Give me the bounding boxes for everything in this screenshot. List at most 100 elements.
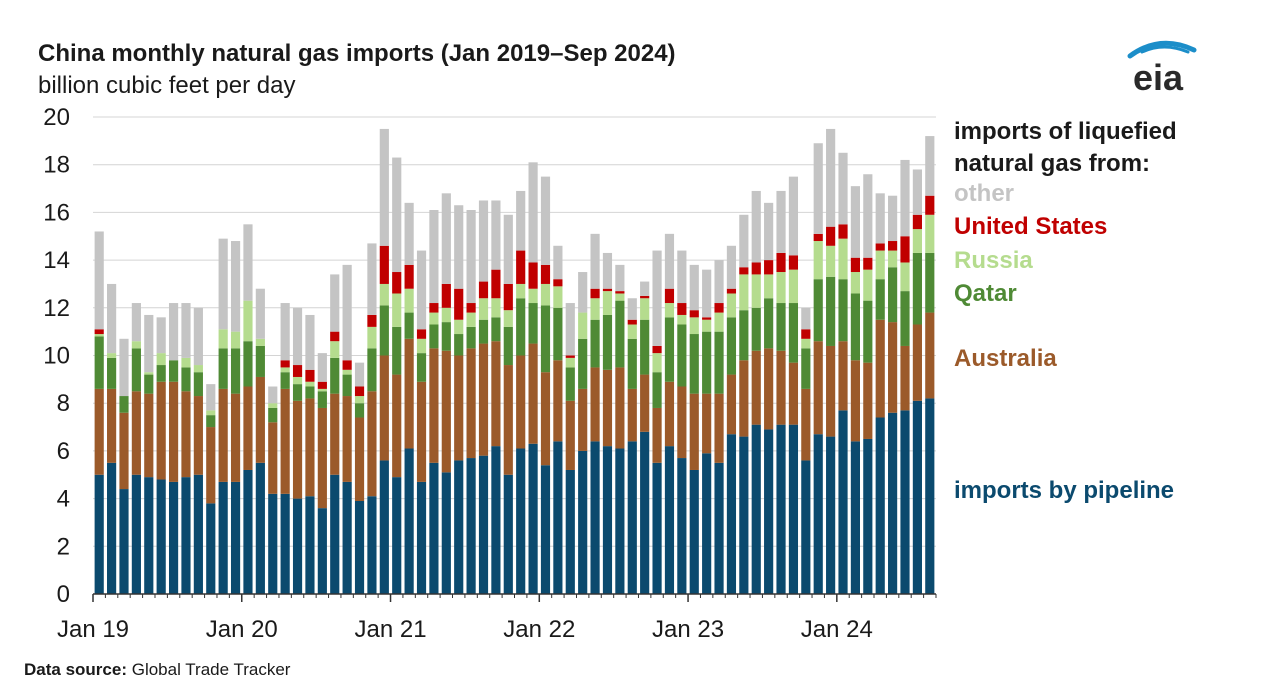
- bar-segment: [850, 360, 860, 442]
- bar-segment: [503, 310, 513, 327]
- bar-segment: [553, 279, 563, 287]
- bar-segment: [206, 415, 216, 428]
- bar-segment: [107, 388, 117, 463]
- bar-segment: [912, 252, 922, 325]
- y-tick-label: 6: [57, 438, 70, 465]
- bar-segment: [689, 264, 699, 311]
- bar-segment: [888, 267, 898, 323]
- chart-title: China monthly natural gas imports (Jan 2…: [38, 40, 676, 67]
- eia-logo: eia: [1127, 40, 1197, 98]
- bar-segment: [751, 424, 761, 594]
- bar-segment: [751, 274, 761, 308]
- bar-segment: [677, 458, 687, 594]
- bar-segment: [702, 393, 712, 454]
- bar-segment: [801, 307, 811, 330]
- bar-segment: [826, 345, 836, 437]
- bar-segment: [466, 303, 476, 313]
- bar-segment: [255, 288, 265, 339]
- bar-segment: [677, 386, 687, 459]
- bar-segment: [206, 503, 216, 594]
- bar-segment: [788, 255, 799, 270]
- bar-segment: [776, 424, 786, 594]
- bar-segment: [478, 298, 489, 320]
- bar-segment: [912, 400, 922, 594]
- bar-segment: [292, 384, 303, 401]
- bar-segment: [850, 441, 860, 594]
- bar-segment: [528, 443, 538, 594]
- bar-segment: [466, 326, 476, 349]
- bar-segment: [404, 202, 414, 265]
- y-tick-label: 20: [43, 104, 70, 131]
- bar-segment: [342, 374, 352, 397]
- bar-segment: [776, 350, 786, 425]
- bar-segment: [578, 312, 588, 339]
- bar-segment: [888, 322, 898, 413]
- bar-segment: [243, 224, 253, 301]
- bar-segment: [565, 355, 575, 358]
- bar-segment: [813, 233, 823, 242]
- bar-segment: [342, 481, 352, 594]
- bar-segment: [107, 283, 117, 354]
- bar-segment: [813, 434, 823, 594]
- bar-segment: [305, 314, 315, 370]
- bar-segment: [230, 241, 241, 332]
- bar-segment: [826, 276, 836, 346]
- bar-segment: [888, 241, 898, 251]
- bar-segment: [553, 245, 563, 280]
- bar-segment: [714, 331, 724, 394]
- y-tick-label: 2: [57, 533, 70, 560]
- bar-segment: [268, 422, 278, 494]
- bar-segment: [491, 341, 501, 447]
- bar-segment: [342, 396, 352, 482]
- bar-segment: [491, 446, 501, 594]
- bar-segment: [156, 381, 166, 480]
- legend-other: other: [954, 180, 1014, 207]
- bar-segment: [875, 319, 885, 418]
- legend-qatar: Qatar: [954, 280, 1017, 307]
- bar-segment: [478, 455, 489, 594]
- bar-segment: [416, 353, 427, 382]
- y-tick-label: 12: [43, 295, 70, 322]
- bar-segment: [305, 496, 315, 594]
- bar-segment: [193, 365, 203, 373]
- bar-segment: [689, 310, 699, 318]
- bar-segment: [379, 355, 389, 461]
- bar-segment: [900, 410, 910, 594]
- bar-segment: [602, 291, 613, 315]
- bar-segment: [776, 303, 786, 351]
- bar-segment: [826, 436, 836, 594]
- bar-segment: [131, 348, 141, 392]
- data-source-label: Data source:: [24, 660, 127, 679]
- bar-segment: [454, 355, 464, 461]
- bar-segment: [900, 236, 910, 263]
- bar-segment: [925, 214, 935, 253]
- bar-segment: [615, 293, 625, 301]
- bar-segment: [925, 398, 935, 594]
- bar-segment: [94, 474, 104, 594]
- bar-segment: [615, 300, 625, 368]
- bar-segment: [850, 293, 860, 361]
- bar-segment: [503, 326, 513, 366]
- bar-segment: [268, 403, 278, 408]
- bar-segment: [528, 162, 538, 263]
- legend-title: imports of liquefied natural gas from:: [954, 118, 1177, 177]
- bar-segment: [516, 283, 526, 299]
- bar-segment: [553, 441, 563, 594]
- bar-segment: [689, 469, 699, 594]
- bar-segment: [94, 388, 104, 475]
- bar-segment: [330, 341, 340, 358]
- bar-segment: [627, 441, 637, 594]
- bar-segment: [230, 348, 241, 394]
- bar-segment: [788, 269, 799, 304]
- bar-segment: [379, 128, 389, 246]
- bar-segment: [838, 224, 848, 239]
- bar-segment: [578, 450, 588, 594]
- bar-segment: [714, 462, 724, 594]
- bar-segment: [181, 357, 191, 368]
- bar-segment: [119, 396, 129, 413]
- legend-pipeline: imports by pipeline: [954, 477, 1175, 504]
- bar-segment: [739, 436, 749, 594]
- bar-segment: [181, 303, 191, 358]
- x-tick-label: Jan 24: [801, 616, 873, 643]
- bar-segment: [875, 417, 885, 594]
